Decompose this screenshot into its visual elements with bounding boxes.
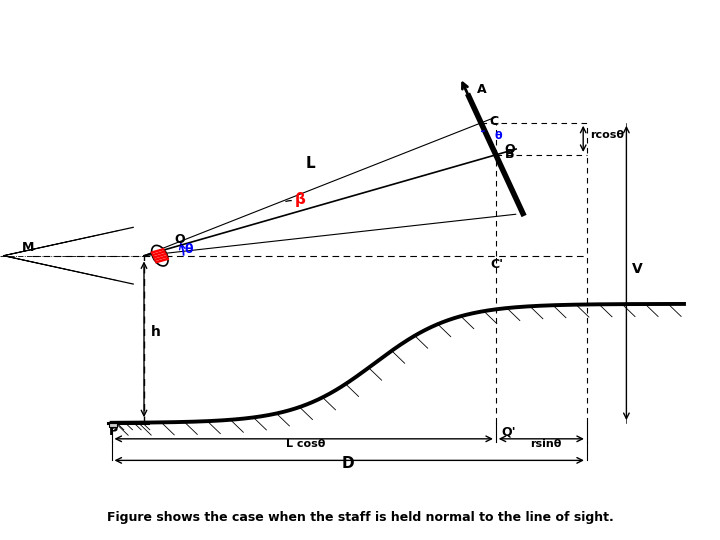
Text: Figure shows the case when the staff is held normal to the line of sight.: Figure shows the case when the staff is … [107,511,613,524]
Text: A: A [477,83,487,96]
Text: M: M [22,241,34,254]
Text: h: h [151,326,161,340]
Text: C: C [490,115,499,128]
Text: Q': Q' [502,426,516,438]
Text: θ: θ [185,243,194,256]
Text: V: V [631,262,642,276]
Text: rcosθ: rcosθ [590,130,624,140]
Text: P: P [109,426,118,438]
Text: L: L [305,156,315,171]
Text: rsinθ: rsinθ [531,440,562,449]
Text: C': C' [491,258,504,271]
Bar [109,423,117,427]
Text: Distance and Elevation formulae for Staff Normal : Inclined Sight: Distance and Elevation formulae for Staf… [9,14,647,32]
Text: β: β [294,192,305,207]
Text: Q: Q [505,143,515,156]
Text: O: O [174,233,185,246]
Ellipse shape [152,245,168,266]
Text: D: D [342,456,355,471]
Text: θ: θ [494,131,502,141]
Text: B: B [505,148,514,161]
Text: L cosθ: L cosθ [286,440,325,449]
